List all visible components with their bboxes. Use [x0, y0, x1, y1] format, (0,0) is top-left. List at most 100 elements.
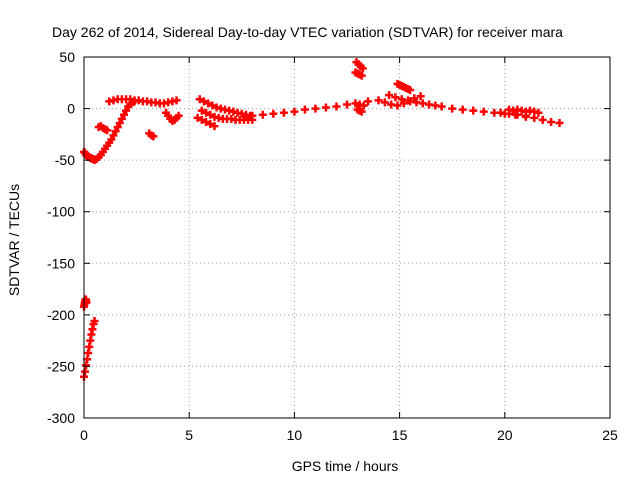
data-point: [374, 96, 383, 105]
data-point: [406, 86, 415, 95]
plot-frame: [83, 56, 611, 419]
data-point: [103, 126, 112, 135]
series-seg-spike-b: [351, 68, 366, 80]
data-point: [210, 122, 219, 131]
data-point: [380, 98, 389, 107]
y-axis-label: SDTVAR / TECUs: [6, 184, 22, 296]
axis-layer: 0 5 10 15 20 25 50 0 -50 -100 -150 -200 -250 -300: [47, 49, 618, 443]
series-seg-15h-b: [385, 91, 425, 105]
data-point: [534, 108, 543, 117]
y-tick-label: -150: [47, 255, 75, 271]
data-point: [109, 131, 118, 140]
data-point: [111, 127, 120, 136]
data-point: [199, 97, 208, 106]
data-point: [555, 119, 564, 128]
y-tick-label: 50: [59, 49, 75, 65]
x-tick-label: 20: [497, 427, 513, 443]
series-seg-6h-c: [193, 113, 219, 131]
data-point: [364, 97, 373, 106]
data-point: [458, 105, 467, 114]
data-point: [357, 71, 366, 80]
data-point: [357, 107, 366, 116]
data-point: [174, 111, 183, 120]
data-point: [448, 104, 457, 113]
x-tick-label: 15: [392, 427, 408, 443]
data-point: [290, 107, 299, 116]
data-point: [113, 123, 122, 132]
data-point: [385, 91, 394, 100]
data-point: [416, 92, 425, 101]
data-point: [311, 104, 320, 113]
y-tick-label: -200: [47, 307, 75, 323]
data-point: [321, 103, 330, 112]
data-point: [505, 109, 514, 118]
data-point: [119, 110, 128, 119]
data-point: [202, 108, 211, 117]
y-tick-label: -100: [47, 204, 75, 220]
x-tick-label: 0: [80, 427, 88, 443]
data-point: [404, 96, 413, 105]
data-point: [393, 101, 402, 110]
data-point: [513, 110, 522, 119]
data-point: [359, 101, 368, 110]
series-seg-low-b: [145, 129, 158, 141]
x-tick-label: 5: [185, 427, 193, 443]
data-point: [206, 110, 215, 119]
series-seg-mid: [248, 99, 368, 120]
series-seg-21h: [505, 105, 543, 117]
data-point: [107, 135, 116, 144]
data-point: [90, 317, 99, 326]
series-seg-6h-a: [195, 95, 255, 120]
series-seg-end: [496, 108, 564, 128]
data-point: [332, 102, 341, 111]
series-seg-low-a: [94, 122, 112, 135]
data-point: [258, 110, 267, 119]
y-tick-label: -50: [55, 152, 75, 168]
data-point: [172, 96, 181, 105]
data-point: [437, 102, 446, 111]
data-point: [538, 115, 547, 124]
data-point: [399, 99, 408, 108]
data-point: [122, 106, 131, 115]
series-seg-deep-a: [80, 295, 91, 311]
series-seg-15h-spike: [393, 79, 415, 95]
y-tick-label: -250: [47, 358, 75, 374]
data-point: [149, 132, 158, 141]
data-point: [193, 113, 202, 122]
series-seg-15h: [364, 96, 530, 120]
data-point: [269, 109, 278, 118]
data-point: [197, 106, 206, 115]
data-point: [204, 99, 213, 108]
series-seg-spike-a: [352, 58, 367, 73]
data-point: [410, 94, 419, 103]
series-seg-deep-b: [80, 317, 99, 381]
data-point: [279, 108, 288, 117]
data-point: [248, 111, 257, 120]
data-point: [469, 106, 478, 115]
data-point: [300, 105, 309, 114]
data-point: [195, 95, 204, 104]
data-point: [343, 100, 351, 109]
data-point: [479, 107, 488, 116]
data-point: [117, 114, 126, 123]
data-point: [206, 120, 215, 129]
data-point: [547, 117, 556, 126]
y-tick-label: -300: [47, 410, 75, 426]
data-point: [202, 117, 211, 126]
data-point: [391, 93, 400, 102]
data-point: [358, 64, 367, 73]
x-tick-label: 25: [602, 427, 618, 443]
y-tick-label: 0: [67, 101, 75, 117]
data-point: [208, 101, 217, 110]
data-point: [197, 115, 206, 124]
series-seg-low-c: [162, 108, 183, 125]
data-point: [115, 119, 124, 128]
data-point: [496, 108, 505, 117]
x-tick-label: 10: [287, 427, 303, 443]
chart-title: Day 262 of 2014, Sidereal Day-to-day VTE…: [52, 24, 563, 40]
data-point: [530, 113, 539, 122]
data-point: [521, 112, 530, 121]
series-seg-spike-c: [353, 105, 366, 116]
series-seg-plateau: [105, 95, 181, 108]
